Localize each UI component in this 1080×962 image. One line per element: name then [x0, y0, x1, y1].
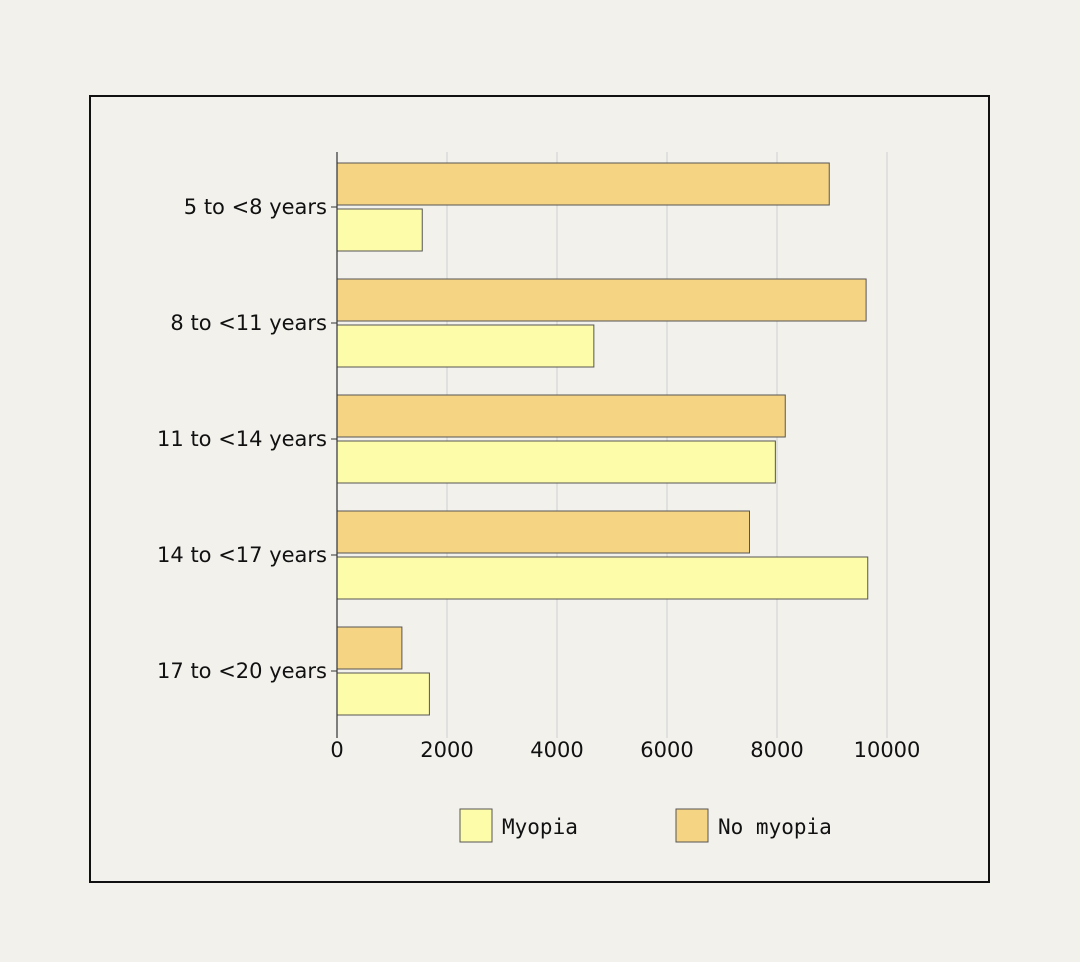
bar-no-myopia-3 — [336, 510, 750, 554]
category-label-4: 17 to <20 years — [157, 659, 327, 683]
bar-no-myopia-1 — [336, 278, 867, 322]
bar-myopia-1 — [336, 324, 595, 368]
legend-label-no-myopia: No myopia — [718, 815, 832, 839]
bar-myopia-0 — [336, 208, 423, 252]
category-label-2: 11 to <14 years — [157, 427, 327, 451]
legend-swatch-myopia — [459, 808, 493, 843]
bar-myopia-4 — [336, 672, 430, 716]
category-label-0: 5 to <8 years — [184, 195, 327, 219]
x-tick-label-3: 6000 — [640, 738, 693, 762]
x-tick-label-1: 2000 — [420, 738, 473, 762]
bars — [331, 162, 869, 716]
x-tick-label-5: 10000 — [854, 738, 921, 762]
x-tick-label-4: 8000 — [750, 738, 803, 762]
x-tick-labels: 0 2000 4000 6000 8000 10000 — [330, 738, 920, 762]
category-label-3: 14 to <17 years — [157, 543, 327, 567]
x-tick-label-2: 4000 — [530, 738, 583, 762]
x-tick-label-0: 0 — [330, 738, 343, 762]
bar-no-myopia-0 — [336, 162, 830, 206]
bar-no-myopia-2 — [336, 394, 786, 438]
bar-myopia-2 — [336, 440, 776, 484]
legend-label-myopia: Myopia — [502, 815, 578, 839]
legend: Myopia No myopia — [459, 808, 832, 843]
bar-myopia-3 — [336, 556, 869, 600]
category-label-1: 8 to <11 years — [170, 311, 327, 335]
bar-no-myopia-4 — [336, 626, 403, 670]
category-labels: 5 to <8 years 8 to <11 years 11 to <14 yea… — [157, 195, 327, 683]
chart-frame — [89, 95, 990, 883]
legend-swatch-no-myopia — [675, 808, 709, 843]
